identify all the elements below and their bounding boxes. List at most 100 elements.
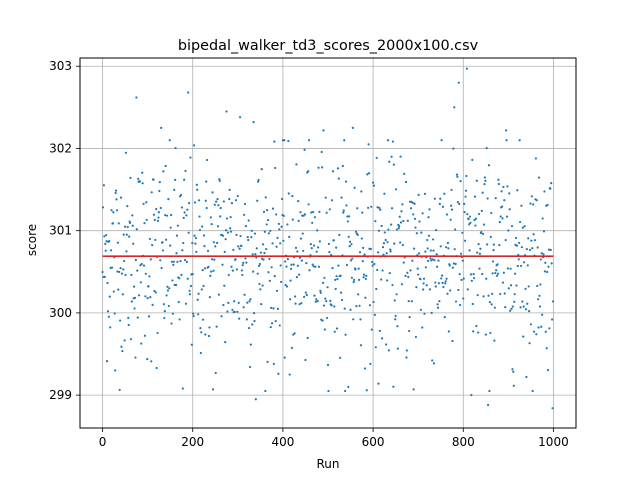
data-point bbox=[413, 247, 416, 250]
data-point bbox=[266, 360, 269, 364]
data-point bbox=[238, 247, 241, 250]
data-point bbox=[424, 266, 427, 269]
data-point bbox=[146, 297, 149, 300]
data-point bbox=[167, 304, 170, 308]
data-point bbox=[260, 303, 263, 306]
data-point bbox=[259, 251, 262, 254]
data-point bbox=[377, 382, 380, 385]
data-point bbox=[257, 264, 261, 268]
data-point bbox=[431, 359, 434, 362]
data-point bbox=[375, 287, 378, 291]
data-point bbox=[268, 279, 271, 282]
data-point bbox=[165, 214, 169, 217]
data-point bbox=[433, 197, 436, 200]
data-point bbox=[270, 306, 273, 309]
data-point bbox=[544, 330, 547, 333]
data-point bbox=[347, 235, 350, 238]
data-point bbox=[486, 243, 489, 246]
data-point bbox=[347, 385, 350, 388]
data-point bbox=[305, 293, 308, 297]
data-point bbox=[275, 213, 278, 216]
data-point bbox=[171, 279, 174, 282]
data-point bbox=[230, 202, 234, 205]
data-point bbox=[184, 302, 188, 305]
data-point bbox=[496, 263, 499, 266]
data-point bbox=[348, 240, 352, 243]
data-point bbox=[277, 222, 280, 226]
data-point bbox=[440, 139, 443, 142]
data-point bbox=[137, 177, 140, 180]
data-point bbox=[126, 225, 129, 229]
data-point bbox=[253, 232, 257, 235]
data-point bbox=[518, 241, 521, 245]
data-point bbox=[519, 306, 522, 309]
data-point bbox=[551, 300, 555, 303]
data-point bbox=[534, 157, 537, 160]
data-point bbox=[384, 238, 387, 242]
x-axis-label: Run bbox=[316, 457, 339, 471]
y-tick-label: 299 bbox=[49, 388, 72, 402]
data-point bbox=[350, 243, 353, 246]
data-point bbox=[144, 272, 147, 275]
data-point bbox=[452, 262, 455, 265]
data-point bbox=[204, 333, 207, 336]
data-point bbox=[198, 215, 201, 218]
data-point bbox=[123, 259, 126, 263]
x-axis-ticks: 0 200 400 600 800 1000 bbox=[99, 428, 569, 449]
data-point bbox=[299, 211, 302, 214]
data-point bbox=[304, 358, 307, 362]
data-point bbox=[528, 342, 531, 345]
data-point bbox=[315, 250, 318, 253]
data-point bbox=[497, 178, 500, 181]
data-point bbox=[324, 196, 327, 199]
data-point bbox=[285, 265, 288, 268]
data-point bbox=[133, 296, 137, 299]
data-point bbox=[158, 189, 161, 193]
data-point bbox=[517, 258, 520, 261]
data-point bbox=[135, 228, 138, 231]
data-point bbox=[528, 248, 532, 251]
data-point bbox=[231, 269, 234, 272]
data-point bbox=[235, 233, 238, 237]
data-point bbox=[274, 319, 277, 323]
data-point bbox=[471, 302, 474, 306]
data-point bbox=[464, 189, 468, 192]
data-point bbox=[427, 234, 431, 237]
data-point bbox=[327, 242, 331, 246]
data-point bbox=[145, 201, 148, 204]
data-point bbox=[361, 211, 364, 214]
data-point bbox=[340, 196, 343, 199]
data-point bbox=[306, 336, 309, 340]
data-point bbox=[280, 197, 284, 201]
data-point bbox=[478, 252, 482, 255]
data-point bbox=[274, 166, 277, 170]
data-point bbox=[280, 225, 283, 228]
data-point bbox=[277, 372, 280, 375]
data-point bbox=[482, 223, 486, 226]
data-point bbox=[382, 242, 386, 245]
data-point bbox=[471, 158, 474, 161]
data-point bbox=[417, 193, 420, 196]
data-point bbox=[154, 291, 157, 294]
data-point bbox=[223, 250, 226, 253]
data-point bbox=[321, 281, 325, 284]
data-point bbox=[226, 310, 229, 313]
data-point bbox=[161, 241, 164, 244]
data-point bbox=[467, 218, 470, 221]
data-point bbox=[356, 207, 359, 210]
data-point bbox=[450, 188, 453, 192]
data-point bbox=[465, 174, 468, 178]
data-point bbox=[276, 236, 279, 239]
data-point bbox=[503, 292, 506, 295]
data-point bbox=[305, 262, 308, 265]
data-point bbox=[446, 241, 450, 245]
data-point bbox=[413, 217, 417, 220]
data-point bbox=[143, 222, 146, 225]
data-point bbox=[475, 324, 478, 328]
data-point bbox=[547, 265, 550, 268]
data-point bbox=[255, 247, 258, 250]
data-point bbox=[266, 209, 269, 212]
data-point bbox=[189, 284, 193, 288]
data-point bbox=[374, 220, 377, 223]
data-point bbox=[195, 250, 198, 254]
